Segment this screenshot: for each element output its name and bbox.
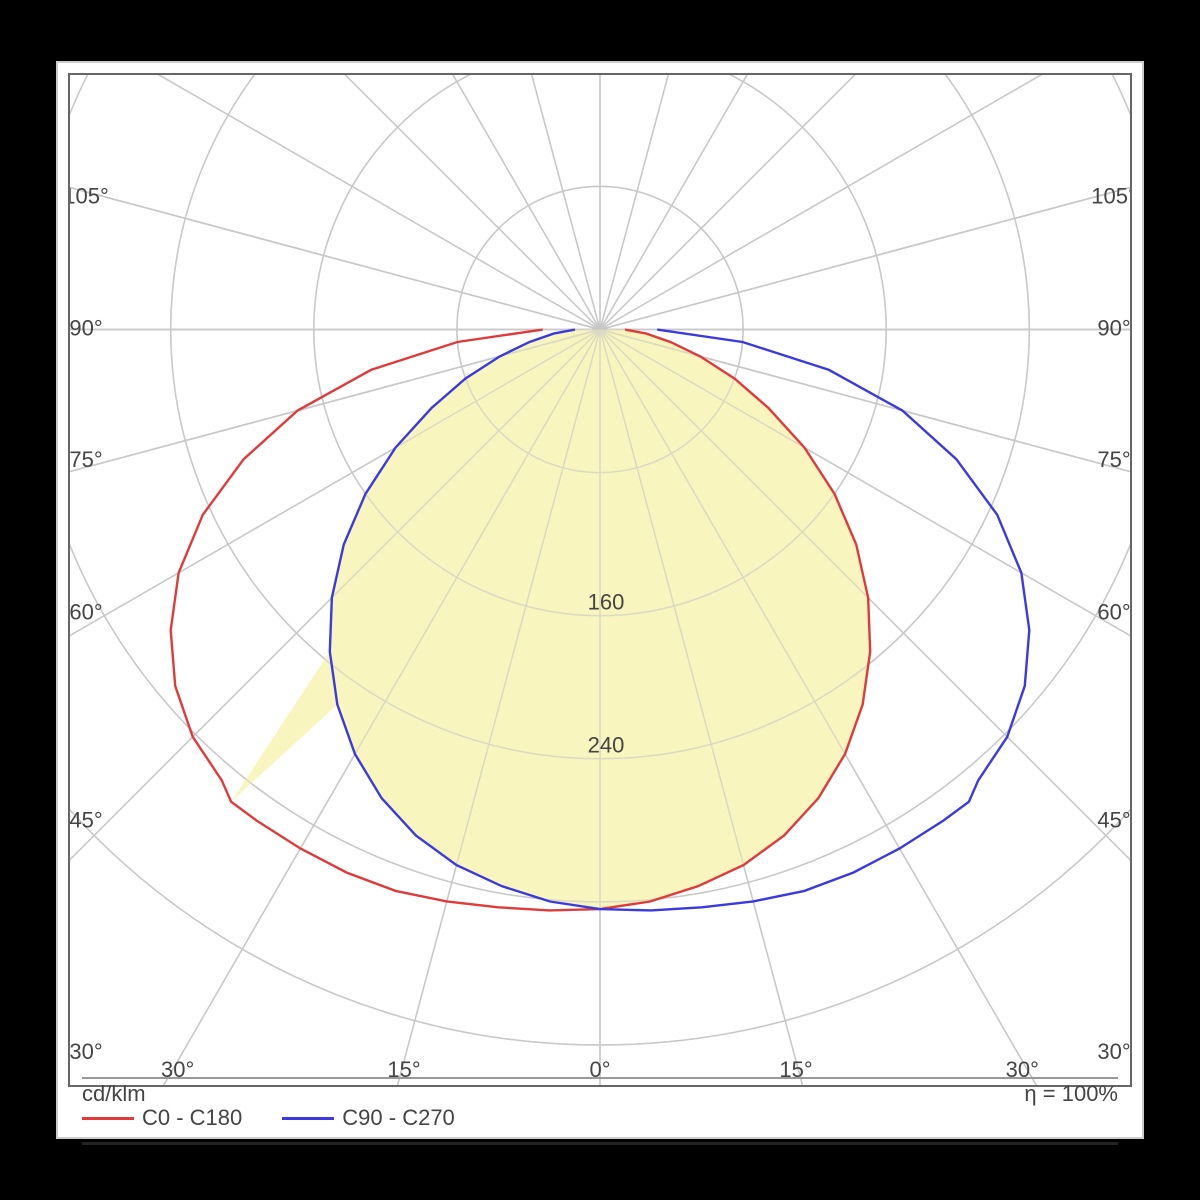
grid: [70, 75, 1130, 1085]
grid-spoke: [600, 75, 1130, 330]
grid-spoke: [70, 75, 600, 330]
grid-spoke: [70, 75, 600, 330]
grid-spoke: [600, 75, 956, 330]
bottom-rule: [82, 1142, 1118, 1145]
legend-item: C0 - C180: [82, 1105, 242, 1131]
angle-label: 45°: [70, 807, 103, 832]
angle-label: 105°: [1091, 184, 1130, 209]
grid-spoke: [70, 75, 600, 330]
legend-series: C0 - C180 C90 - C270: [82, 1105, 1118, 1131]
angle-label: 30°: [1097, 1039, 1130, 1064]
polar-svg: 160 240 105° 105° 90° 90° 75° 75° 60° 60° 45° 45° 30…: [70, 75, 1130, 1085]
angle-label: 90°: [70, 315, 103, 340]
grid-spoke: [70, 75, 600, 330]
grid-spoke: [600, 75, 1130, 330]
grid-spoke: [600, 75, 1130, 330]
grid-spoke: [70, 75, 600, 330]
grid-spoke: [600, 75, 956, 330]
legend-swatch: [282, 1117, 334, 1120]
legend: cd/klm η = 100% C0 - C180 C90 - C270: [82, 1073, 1118, 1131]
grid-spoke: [244, 75, 600, 330]
efficiency-label: η = 100%: [1024, 1081, 1118, 1107]
angle-label: 75°: [70, 447, 103, 472]
angle-label: 90°: [1097, 315, 1130, 340]
grid-spoke: [244, 75, 600, 330]
grid-spoke: [70, 75, 600, 330]
chart-container: 160 240 105° 105° 90° 90° 75° 75° 60° 60° 45° 45° 30…: [0, 0, 1200, 1200]
legend-swatch: [82, 1117, 134, 1120]
radial-label: 160: [588, 590, 625, 615]
grid-spoke: [70, 75, 600, 330]
plot-frame: 160 240 105° 105° 90° 90° 75° 75° 60° 60° 45° 45° 30…: [56, 61, 1144, 1139]
grid-spoke: [70, 75, 600, 330]
grid-spoke: [600, 75, 1130, 330]
grid-spoke: [600, 75, 1130, 330]
grid-spoke: [600, 75, 1130, 330]
angle-label: 105°: [70, 184, 109, 209]
grid-spoke: [600, 75, 1130, 330]
legend-label: C0 - C180: [142, 1105, 242, 1131]
angle-label: 75°: [1097, 447, 1130, 472]
grid-spoke: [600, 75, 1130, 330]
grid-spoke: [70, 75, 600, 330]
angle-label: 45°: [1097, 807, 1130, 832]
grid-spoke: [600, 75, 1130, 330]
unit-label: cd/klm: [82, 1081, 146, 1107]
angle-label: 30°: [70, 1039, 103, 1064]
grid-spoke: [70, 75, 600, 330]
legend-label: C90 - C270: [342, 1105, 455, 1131]
angle-label: 60°: [1097, 599, 1130, 624]
plot-area: 160 240 105° 105° 90° 90° 75° 75° 60° 60° 45° 45° 30…: [68, 73, 1132, 1087]
angle-label: 60°: [70, 599, 103, 624]
legend-item: C90 - C270: [282, 1105, 455, 1131]
radial-label: 240: [588, 733, 625, 758]
grid-spoke: [600, 75, 1130, 330]
